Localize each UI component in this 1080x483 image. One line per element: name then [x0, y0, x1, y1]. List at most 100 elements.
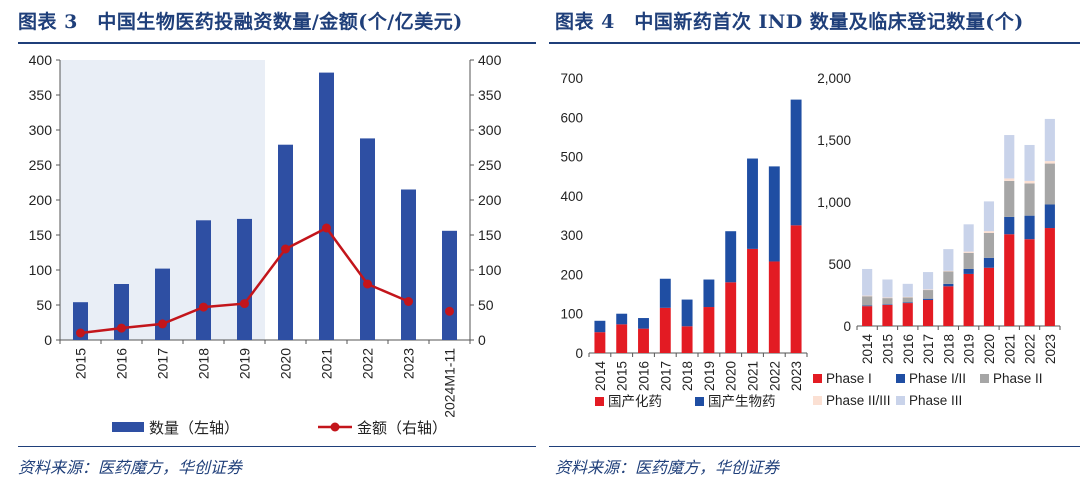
right-figure-title: 图表 4 中国新药首次 IND 数量及临床登记数量(个) [555, 11, 1024, 33]
ind-x-tick-label: 2014 [593, 361, 608, 392]
left-tick-label: 200 [29, 192, 53, 208]
left-tick-label: 350 [29, 87, 53, 103]
legend-line-marker [330, 422, 340, 432]
x-tick-label: 2015 [73, 348, 89, 379]
ind-bar-segment [725, 282, 737, 353]
legend-label-phase: Phase I [826, 371, 872, 386]
amount-point [76, 328, 85, 338]
amount-point [322, 223, 331, 233]
ind-bar-segment [747, 158, 758, 249]
ind-bar-segment [594, 320, 606, 333]
ind-bar-segment [616, 324, 628, 353]
trials-bar-segment [862, 295, 873, 297]
amount-point [158, 319, 167, 329]
left-tick-label: 50 [36, 297, 52, 313]
legend-label-phase: Phase III [909, 393, 962, 408]
trials-bar-segment [862, 296, 873, 306]
trials-bar-segment [902, 283, 913, 297]
legend-swatch-phase [896, 396, 905, 405]
left-tick-label: 300 [29, 122, 53, 138]
amount-point [404, 297, 413, 306]
ind-bar-segment [703, 279, 715, 308]
trials-bar-segment [922, 272, 934, 290]
ind-x-tick-label: 2021 [746, 361, 761, 391]
trials-bar-segment [862, 305, 873, 307]
trials-bar-segment [902, 296, 913, 298]
ind-x-tick-label: 2019 [702, 361, 717, 391]
ind-y-tick-label: 0 [575, 346, 583, 361]
count-bar [237, 218, 252, 340]
right-tick-label: 100 [478, 262, 502, 278]
trials-bar-segment [922, 289, 934, 291]
left-tick-label: 250 [29, 157, 53, 173]
legend-line-label: 金额（右轴） [357, 420, 447, 437]
trials-bar-segment [1004, 135, 1015, 179]
trials-bar-segment [983, 257, 995, 268]
trials-x-tick-label: 2021 [1002, 334, 1017, 364]
x-tick-label: 2017 [155, 348, 171, 379]
trials-bar-segment [902, 297, 913, 303]
ind-bar-segment [638, 318, 649, 329]
trials-bar-segment [943, 249, 954, 271]
ind-bar-segment [681, 299, 693, 327]
ind-bar-segment [790, 99, 802, 226]
trials-x-tick-label: 2014 [860, 334, 875, 365]
trials-x-tick-label: 2019 [962, 334, 977, 364]
legend-swatch-phase [813, 396, 822, 405]
trials-y-tick-label: 1,500 [817, 133, 851, 148]
count-bar [155, 268, 170, 340]
trials-bar-segment [862, 268, 873, 296]
right-footer-rule [549, 446, 1080, 447]
left-tick-label: 0 [44, 332, 52, 348]
trials-bar-segment [1044, 118, 1055, 162]
ind-bar-segment [768, 166, 780, 262]
ind-and-trials-charts: 0 100 200 300 400 500 600 700 2014 2015 2016 2017 20… [560, 71, 1061, 409]
count-bar [196, 220, 211, 340]
trials-bar-segment [1024, 239, 1035, 326]
trials-bar-segment [882, 279, 893, 298]
amount-point [199, 302, 208, 312]
trials-x-tick-label: 2017 [921, 334, 936, 364]
ind-bar-segment [616, 313, 628, 325]
trials-bar-segment [983, 267, 995, 326]
trials-bar-segment [1024, 215, 1035, 240]
ind-y-tick-label: 600 [560, 110, 583, 125]
right-source-note: 资料来源：医药魔方，华创证券 [555, 458, 780, 477]
legend-bar-swatch [112, 422, 144, 432]
x-tick-label: 2018 [196, 348, 212, 379]
x-tick-label: 2016 [114, 348, 130, 379]
trials-bar-segment [943, 286, 954, 326]
trials-x-tick-label: 2022 [1023, 334, 1038, 364]
legend-swatch-phase [980, 374, 989, 383]
ind-bar-segment [594, 332, 606, 353]
amount-point [240, 299, 249, 309]
ind-x-tick-label: 2022 [767, 361, 782, 391]
legend-label-bio: 国产生物药 [708, 394, 776, 409]
trials-bar-segment [963, 224, 974, 252]
ind-bar-segment [659, 307, 671, 353]
trials-bar-segment [882, 298, 893, 305]
ind-y-tick-label: 100 [560, 307, 583, 322]
trials-bar-segment [963, 252, 974, 269]
left-source-note: 资料来源：医药魔方，华创证券 [18, 458, 243, 477]
amount-point [363, 279, 372, 289]
left-tick-label: 150 [29, 227, 53, 243]
trials-y-tick-label: 2,000 [817, 71, 851, 86]
legend-label-phase: Phase II [993, 371, 1043, 386]
trials-bar-segment [902, 302, 913, 304]
amount-point [281, 244, 290, 254]
ind-bar-segment [659, 278, 671, 308]
trials-bar-segment [922, 298, 934, 300]
trials-bar-segment [1024, 144, 1035, 181]
count-bar [278, 144, 293, 340]
legend-label-phase: Phase II/III [826, 393, 891, 408]
right-figure-panel: 图表 4 中国新药首次 IND 数量及临床登记数量(个) 0 100 200 300 4… [549, 0, 1080, 483]
trials-x-tick-label: 2020 [982, 334, 997, 364]
right-tick-label: 200 [478, 192, 502, 208]
x-tick-label: 2022 [360, 348, 376, 379]
left-tick-label: 100 [29, 262, 53, 278]
trials-bar-segment [943, 271, 954, 284]
ind-x-tick-label: 2020 [724, 361, 739, 391]
trials-bar-segment [1004, 234, 1015, 326]
trials-y-tick-label: 500 [828, 257, 851, 272]
